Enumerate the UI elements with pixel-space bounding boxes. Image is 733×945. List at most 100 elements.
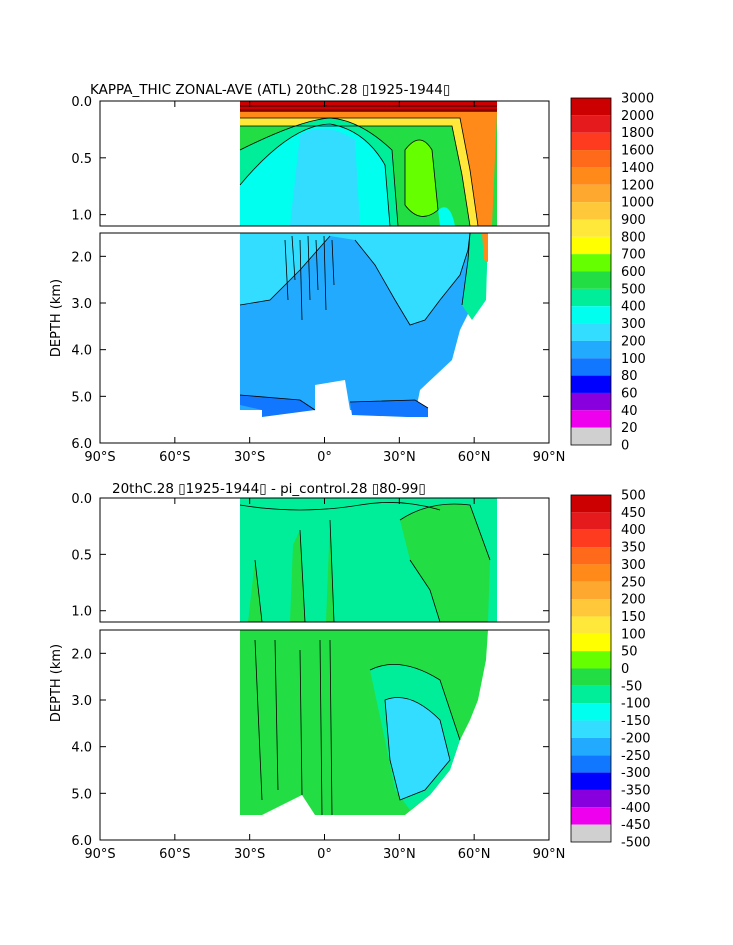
x-tick-label: 60°N (458, 450, 491, 465)
colorbar-swatch (571, 410, 611, 428)
field-lower-lightblue (240, 233, 470, 325)
colorbar-swatch (571, 115, 611, 133)
colorbar-label: 400 (621, 300, 646, 315)
field-upper-lightgreen-blob (405, 140, 438, 217)
colorbar-label: 600 (621, 265, 646, 280)
panel-top-title: KAPPA_THIC ZONAL-AVE (ATL) 20thC.28 ▯192… (90, 82, 450, 98)
panel-top: KAPPA_THIC ZONAL-AVE (ATL) 20thC.28 ▯192… (49, 82, 654, 465)
colorbar-swatch (571, 824, 611, 842)
field-upper-contours (239, 105, 497, 227)
y-tick-label: 0.0 (71, 95, 92, 110)
y-tick-label: 0.5 (71, 152, 92, 167)
colorbar-label: 1200 (621, 178, 654, 193)
x-tick-label: 0° (317, 847, 332, 862)
colorbar-swatch (571, 271, 611, 289)
x-tick-label: 60°S (159, 450, 190, 465)
colorbar-label: -250 (621, 749, 651, 764)
colorbar-label: 500 (621, 282, 646, 297)
colorbar-label: 300 (621, 317, 646, 332)
colorbar-label: -350 (621, 783, 651, 798)
colorbar-label: 20 (621, 421, 638, 436)
colorbar-label: 300 (621, 558, 646, 573)
colorbar-swatch (571, 633, 611, 652)
colorbar-swatch (571, 495, 611, 513)
field2-upper-green-mid2 (326, 520, 334, 622)
colorbar-label: 1400 (621, 161, 654, 176)
field-lower-contours (239, 232, 471, 411)
field-lower-noise (284, 235, 335, 321)
colorbar-swatch (571, 236, 611, 255)
colorbar-swatch (571, 599, 611, 617)
colorbar-swatch (571, 150, 611, 168)
colorbar-swatch (571, 167, 611, 185)
x-tick-label: 90°S (84, 450, 115, 465)
colorbar-label: -300 (621, 766, 651, 781)
x-tick-label: 30°S (234, 847, 265, 862)
y-tick-label: 0.0 (71, 492, 92, 507)
y-tick-label: 4.0 (71, 344, 92, 359)
colorbar-swatch (571, 288, 611, 307)
colorbar-swatch (571, 306, 611, 324)
panel-bottom-field-lower (240, 630, 488, 816)
y-tick-label: 1.0 (71, 605, 92, 620)
colorbar-label: -100 (621, 697, 651, 712)
colorbar-swatch (571, 202, 611, 220)
colorbar-swatch (571, 651, 611, 669)
colorbar-label: 50 (621, 645, 638, 660)
colorbar-swatch (571, 772, 611, 790)
colorbar-frame (570, 494, 612, 843)
y-tick-label: 6.0 (71, 834, 92, 849)
panel-top-ylabel: DEPTH (km) (49, 279, 64, 357)
colorbar-swatch (571, 685, 611, 704)
field-lower-orangeedge (482, 233, 488, 262)
colorbar-label: 1000 (621, 196, 654, 211)
colorbar-label: 450 (621, 506, 646, 521)
field2-upper-green-right (400, 504, 490, 622)
y-tick-label: 0.5 (71, 548, 92, 563)
colorbar-label: 250 (621, 575, 646, 590)
colorbar-swatch (571, 807, 611, 825)
colorbar-swatch (571, 132, 611, 151)
colorbar-label: 400 (621, 523, 646, 538)
colorbar-label: 3000 (621, 92, 654, 107)
panel-bottom-field-upper (239, 498, 497, 623)
colorbar-label: 1600 (621, 144, 654, 159)
colorbar-swatch (571, 703, 611, 721)
colorbar-swatch (571, 547, 611, 565)
colorbar-swatch (571, 375, 611, 393)
colorbar-label: -50 (621, 679, 642, 694)
field-upper-cyan-right (438, 207, 455, 226)
y-tick-label: 3.0 (71, 694, 92, 709)
x-tick-label: 90°S (84, 847, 115, 862)
panel-bottom: 20thC.28 ▯1925-1944▯ - pi_control.28 ▯80… (49, 481, 651, 862)
colorbar-label: 200 (621, 334, 646, 349)
colorbar-label: 800 (621, 230, 646, 245)
colorbar-swatch (571, 755, 611, 773)
colorbar-swatch (571, 358, 611, 376)
colorbar-label: 700 (621, 248, 646, 263)
colorbar-label: 350 (621, 541, 646, 556)
field2-upper-contours (239, 502, 491, 623)
panel-bottom-title: 20thC.28 ▯1925-1944▯ - pi_control.28 ▯80… (112, 481, 426, 497)
y-tick-label: 1.0 (71, 209, 92, 224)
colorbar-label: -400 (621, 801, 651, 816)
panel-top-field-upper (239, 101, 497, 227)
panel-bottom-colorbar: 500450400350300250200150100500-50-100-15… (570, 489, 651, 851)
panel-top-axes: 90°S 60°S 30°S 0° 30°N 60°N 90°N 0.0 0.5 1.0 2.0 3.… (71, 95, 565, 465)
colorbar-swatch (571, 668, 611, 686)
field2-lower-contours (254, 639, 461, 816)
colorbar-swatch (571, 392, 611, 411)
colorbar-swatch (571, 98, 611, 116)
x-tick-label: 0° (317, 450, 332, 465)
colorbar-label: 80 (621, 369, 638, 384)
y-tick-label: 2.0 (71, 250, 92, 265)
field-upper-lightblue-core (290, 128, 360, 226)
y-tick-label: 4.0 (71, 741, 92, 756)
colorbar-swatch (571, 720, 611, 738)
x-tick-label: 30°N (383, 450, 416, 465)
colorbar-swatch (571, 427, 611, 445)
colorbar-label: 2000 (621, 109, 654, 124)
y-tick-label: 6.0 (71, 437, 92, 452)
colorbar-swatch (571, 737, 611, 756)
